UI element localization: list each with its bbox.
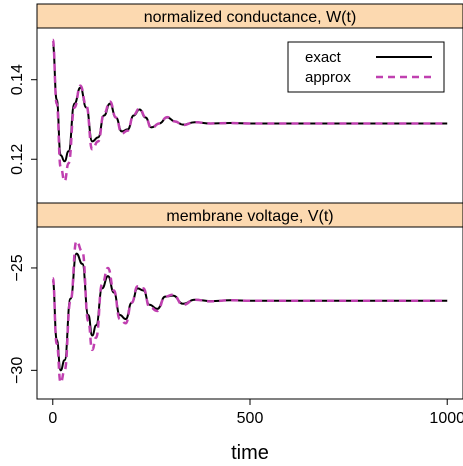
- conductance-y-tick-label: 0.12: [9, 144, 26, 175]
- voltage-series-approx: [51, 240, 448, 384]
- x-axis-label: time: [231, 442, 269, 464]
- conductance-strip: [36, 3, 463, 29]
- conductance-y-axis: 0.12 0.14: [9, 64, 37, 175]
- voltage-strip: [36, 202, 463, 228]
- conductance-series-approx: [51, 38, 448, 183]
- voltage-title: membrane voltage, V(t): [166, 208, 333, 225]
- legend-box: [287, 41, 445, 93]
- legend-label-approx: approx: [305, 69, 351, 86]
- conductance-title: normalized conductance, W(t): [144, 9, 357, 26]
- legend-label-exact: exact: [305, 49, 342, 66]
- conductance-lines: [51, 38, 448, 183]
- voltage-y-axis: −30 −25: [9, 254, 37, 384]
- voltage-lines: [51, 240, 448, 384]
- x-tick-label: 1000: [429, 410, 463, 427]
- legend: exact approx: [287, 41, 445, 93]
- voltage-y-tick-label: −30: [9, 357, 26, 384]
- x-tick-label: 0: [48, 410, 57, 427]
- voltage-panel: membrane voltage, V(t) −30 −25 0 500 1000: [9, 202, 463, 427]
- x-axis: 0 500 1000: [48, 399, 463, 427]
- conductance-panel: normalized conductance, W(t) 0.12 0.14 ex…: [9, 3, 463, 204]
- voltage-series-exact: [51, 252, 448, 372]
- voltage-plot-box: [36, 226, 463, 400]
- x-tick-label: 500: [237, 410, 264, 427]
- conductance-y-tick-label: 0.14: [9, 64, 26, 95]
- voltage-y-tick-label: −25: [9, 254, 26, 281]
